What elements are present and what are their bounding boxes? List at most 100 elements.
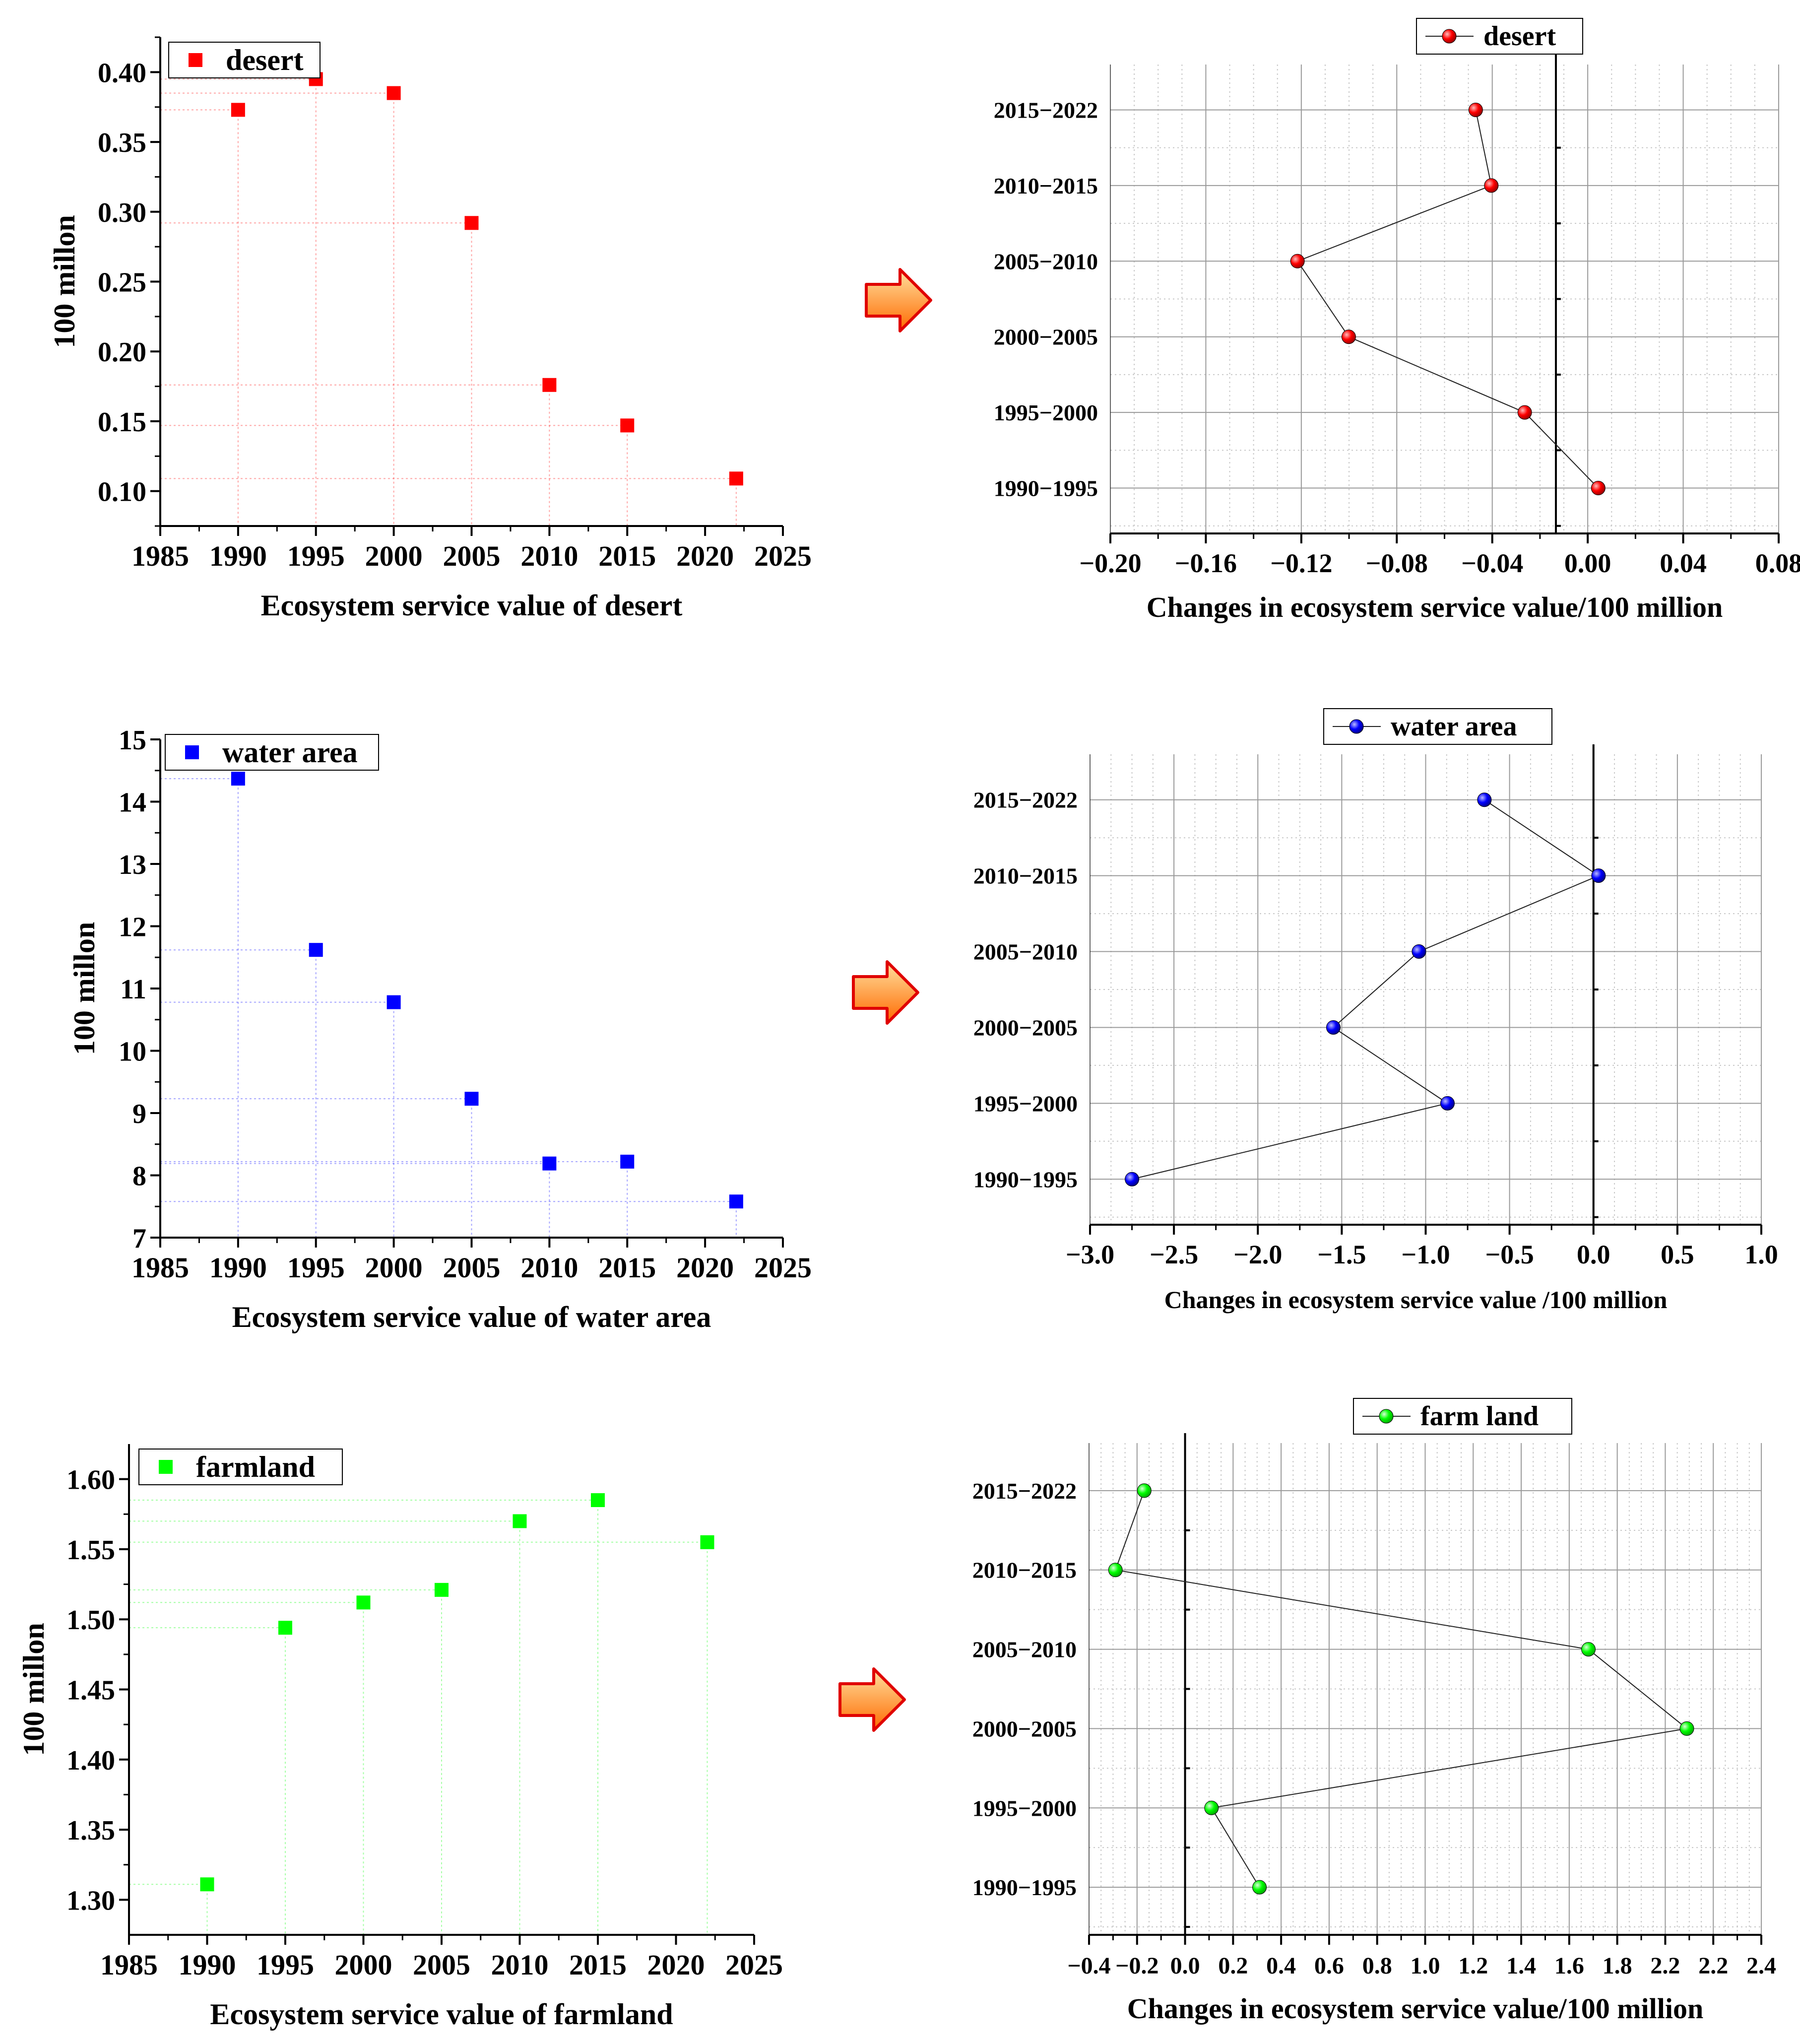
data-point: [542, 378, 557, 392]
data-point: [620, 418, 635, 433]
x-tick-label: 1985: [131, 1252, 189, 1284]
category-label: 2015−2022: [973, 788, 1078, 813]
y-axis-title: 100 millon: [68, 922, 101, 1055]
y-tick-label: 0.20: [98, 337, 146, 368]
x-tick-label: −0.4: [1067, 1953, 1110, 1979]
category-label: 1995−2000: [994, 400, 1098, 425]
data-point: [700, 1535, 714, 1549]
x-axis-title: Ecosystem service value of water area: [232, 1301, 711, 1333]
x-tick-label: 2005: [443, 1252, 501, 1284]
x-tick-label: −0.20: [1079, 548, 1141, 578]
x-tick-label: 0.04: [1660, 548, 1707, 578]
y-tick-label: 1.60: [66, 1465, 115, 1496]
data-point: [386, 995, 401, 1009]
x-tick-label: 2.4: [1746, 1953, 1776, 1979]
water-area-change-chart: −3.0 −2.5 −2.0 −1.5 −1.0 −0.5 0.0 0.5 1.0 1990−19…: [973, 708, 1778, 1314]
data-point: [1484, 178, 1499, 193]
data-point: [1591, 481, 1606, 496]
x-tick-label: 2000: [335, 1949, 392, 1981]
right-arrow-icon: [865, 268, 932, 332]
x-axis-title: Changes in ecosystem service value/100 m…: [1147, 591, 1723, 623]
series-line: [1114, 1490, 1688, 1888]
y-tick-label: 1.45: [66, 1675, 115, 1706]
data-point: [513, 1514, 527, 1528]
legend-marker: [1442, 29, 1457, 44]
y-tick-label: 0.35: [98, 128, 146, 158]
y-tick-label: 0.40: [98, 58, 146, 88]
x-tick-label: 2005: [443, 540, 501, 572]
x-tick-label: −2.5: [1150, 1240, 1198, 1269]
x-tick-label: −0.04: [1461, 548, 1523, 578]
legend-box: [138, 1449, 343, 1485]
y-axis-title: 100 millon: [48, 215, 81, 348]
legend-label: farmland: [196, 1451, 315, 1483]
y-tick-label: 0.25: [98, 267, 146, 298]
x-tick-label: 2.2: [1650, 1953, 1680, 1979]
x-tick-label: 1995: [287, 540, 345, 572]
x-tick-label: 1985: [100, 1949, 158, 1981]
x-tick-label: 0.0: [1170, 1953, 1200, 1979]
x-tick-label: 2010: [520, 1252, 578, 1284]
x-tick-label: 2025: [725, 1949, 783, 1981]
x-tick-label: −1.0: [1401, 1240, 1450, 1269]
x-tick-label: −0.5: [1485, 1240, 1534, 1269]
desert-value-chart: 1985 1990 1995 2000 2005 2010 2015 2020 2025 0.10…: [48, 36, 812, 622]
data-point: [620, 1154, 635, 1169]
x-tick-label: 2020: [676, 540, 734, 572]
y-tick-label: 13: [119, 850, 146, 880]
y-tick-label: 1.50: [66, 1605, 115, 1636]
x-tick-label: 1990: [209, 1252, 267, 1284]
x-tick-label: −2.0: [1233, 1240, 1282, 1269]
farmland-value-chart: 1985 1990 1995 2000 2005 2010 2015 2020 2025 1.30…: [17, 1444, 783, 2031]
x-tick-label: 2000: [365, 540, 423, 572]
data-point: [1679, 1721, 1694, 1736]
data-point: [729, 1194, 743, 1209]
x-tick-label: 0.5: [1661, 1240, 1694, 1269]
legend-box: [168, 42, 321, 78]
x-tick-label: 2015: [598, 1252, 656, 1284]
water-area-value-chart: 1985 1990 1995 2000 2005 2010 2015 2020 2025 7 8 9 1…: [68, 725, 812, 1333]
y-tick-label: 8: [132, 1161, 146, 1192]
y-tick-label: 0.10: [98, 477, 146, 508]
data-point: [231, 103, 245, 117]
y-tick-label: 0.15: [98, 407, 146, 438]
data-point: [464, 216, 479, 230]
x-axis-title: Changes in ecosystem service value/100 m…: [1127, 1992, 1704, 2025]
y-tick-label: 11: [120, 974, 146, 1005]
x-tick-label: 0.2: [1218, 1953, 1248, 1979]
x-tick-label: 0.0: [1577, 1240, 1610, 1269]
x-tick-label: 0.6: [1314, 1953, 1344, 1979]
x-axis-title: Ecosystem service value of desert: [261, 589, 683, 622]
farmland-change-chart: −0.4 −0.2 0.0 0.2 0.4 0.6 0.8 1.0 1.2 1.4 1.6 1.8 2.…: [972, 1398, 1776, 2025]
y-axis-title: 100 millon: [17, 1623, 50, 1756]
data-point: [231, 772, 245, 786]
data-point: [1125, 1172, 1140, 1187]
x-tick-label: 1995: [287, 1252, 345, 1284]
x-tick-label: 1995: [257, 1949, 314, 1981]
x-tick-label: 2015: [598, 540, 656, 572]
category-label: 1995−2000: [973, 1091, 1078, 1116]
x-tick-label: 1990: [209, 540, 267, 572]
y-tick-label: 1.40: [66, 1745, 115, 1776]
x-tick-label: 2010: [520, 540, 578, 572]
category-label: 2010−2015: [972, 1558, 1077, 1583]
x-tick-label: 0.8: [1362, 1953, 1392, 1979]
data-point: [386, 86, 401, 100]
legend-label: desert: [226, 44, 304, 76]
y-tick-label: 1.55: [66, 1535, 115, 1566]
category-label: 1990−1995: [972, 1875, 1077, 1900]
desert-change-chart: −0.20 −0.16 −0.12 −0.08 −0.04 0.00 0.04 0.08 199…: [994, 18, 1800, 623]
data-point: [1204, 1800, 1219, 1815]
data-point: [356, 1595, 371, 1610]
x-tick-label: 2020: [647, 1949, 705, 1981]
x-tick-label: 2025: [754, 540, 812, 572]
x-tick-label: 2010: [491, 1949, 549, 1981]
x-tick-label: 2025: [754, 1252, 812, 1284]
y-tick-label: 1.35: [66, 1815, 115, 1846]
legend-marker: [159, 1460, 173, 1474]
legend-label: water area: [1391, 711, 1517, 742]
y-tick-label: 7: [132, 1223, 146, 1254]
category-label: 2015−2022: [972, 1478, 1077, 1504]
legend-marker: [185, 745, 199, 759]
x-tick-label: 0.08: [1755, 548, 1800, 578]
